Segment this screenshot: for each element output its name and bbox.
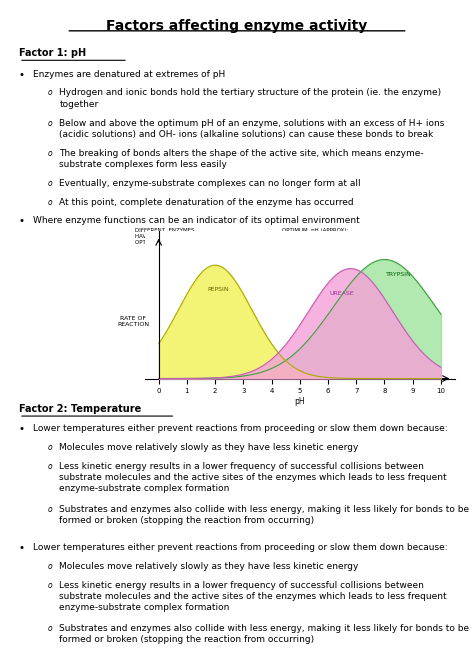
Text: DIFFERENT  ENZYMES
HAVE  DIFFERENT
OPTIMUM  pH's: DIFFERENT ENZYMES HAVE DIFFERENT OPTIMUM…: [135, 228, 195, 245]
Text: PEPSIN: PEPSIN: [207, 287, 229, 292]
Text: OPTIMUM  pH (APPROX):
+ PEPSIN = pH 2
+ UREASE = pH 7
+ TRYPSIN = pH 8: OPTIMUM pH (APPROX): + PEPSIN = pH 2 + U…: [282, 228, 348, 251]
Text: The breaking of bonds alters the shape of the active site, which means enzyme-
s: The breaking of bonds alters the shape o…: [59, 149, 424, 169]
Text: Factors affecting enzyme activity: Factors affecting enzyme activity: [106, 19, 368, 33]
Text: o: o: [47, 624, 52, 632]
Text: o: o: [47, 581, 52, 590]
Text: •: •: [19, 424, 25, 434]
Text: Substrates and enzymes also collide with less energy, making it less likely for : Substrates and enzymes also collide with…: [59, 624, 469, 644]
X-axis label: pH: pH: [294, 397, 305, 406]
Text: Enzymes are denatured at extremes of pH: Enzymes are denatured at extremes of pH: [33, 70, 226, 78]
Text: o: o: [47, 198, 52, 206]
Text: Factor 2: Temperature: Factor 2: Temperature: [19, 404, 141, 414]
Text: o: o: [47, 88, 52, 97]
Text: Substrates and enzymes also collide with less energy, making it less likely for : Substrates and enzymes also collide with…: [59, 505, 469, 525]
Text: Where enzyme functions can be an indicator of its optimal environment: Where enzyme functions can be an indicat…: [33, 216, 360, 225]
Text: •: •: [19, 70, 25, 80]
Text: At this point, complete denaturation of the enzyme has occurred: At this point, complete denaturation of …: [59, 198, 354, 206]
Text: Eventually, enzyme-substrate complexes can no longer form at all: Eventually, enzyme-substrate complexes c…: [59, 179, 361, 188]
Text: Lower temperatures either prevent reactions from proceeding or slow them down be: Lower temperatures either prevent reacti…: [33, 543, 448, 552]
Text: o: o: [47, 149, 52, 157]
Text: TRYPSIN: TRYPSIN: [386, 271, 411, 277]
Text: Lower temperatures either prevent reactions from proceeding or slow them down be: Lower temperatures either prevent reacti…: [33, 424, 448, 433]
Text: Molecules move relatively slowly as they have less kinetic energy: Molecules move relatively slowly as they…: [59, 562, 359, 571]
Text: o: o: [47, 562, 52, 571]
Text: Factor 1: pH: Factor 1: pH: [19, 48, 86, 58]
Text: o: o: [47, 462, 52, 470]
Text: o: o: [47, 179, 52, 188]
Text: •: •: [19, 216, 25, 226]
Text: Less kinetic energy results in a lower frequency of successful collisions betwee: Less kinetic energy results in a lower f…: [59, 581, 447, 612]
Text: RATE OF
REACTION: RATE OF REACTION: [117, 316, 149, 327]
Text: Molecules move relatively slowly as they have less kinetic energy: Molecules move relatively slowly as they…: [59, 443, 359, 452]
Text: o: o: [47, 443, 52, 452]
Text: Hydrogen and ionic bonds hold the tertiary structure of the protein (ie. the enz: Hydrogen and ionic bonds hold the tertia…: [59, 88, 441, 109]
Text: o: o: [47, 505, 52, 513]
Text: UREASE: UREASE: [330, 291, 355, 295]
Text: o: o: [47, 119, 52, 127]
Text: Below and above the optimum pH of an enzyme, solutions with an excess of H+ ions: Below and above the optimum pH of an enz…: [59, 119, 445, 139]
Text: •: •: [19, 543, 25, 553]
Text: Less kinetic energy results in a lower frequency of successful collisions betwee: Less kinetic energy results in a lower f…: [59, 462, 447, 493]
